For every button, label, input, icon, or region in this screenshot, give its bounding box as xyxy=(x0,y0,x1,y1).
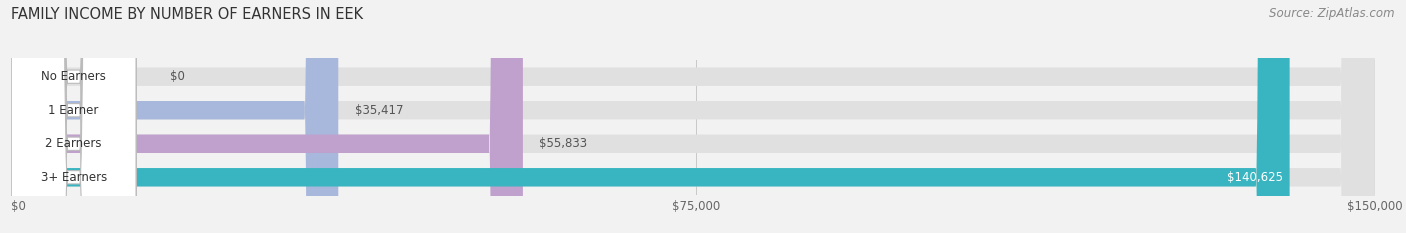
FancyBboxPatch shape xyxy=(11,0,136,233)
Text: Source: ZipAtlas.com: Source: ZipAtlas.com xyxy=(1270,7,1395,20)
Text: 1 Earner: 1 Earner xyxy=(48,104,98,117)
FancyBboxPatch shape xyxy=(18,0,339,233)
Text: 3+ Earners: 3+ Earners xyxy=(41,171,107,184)
FancyBboxPatch shape xyxy=(18,0,523,233)
FancyBboxPatch shape xyxy=(18,0,1375,233)
Text: $35,417: $35,417 xyxy=(354,104,404,117)
Text: FAMILY INCOME BY NUMBER OF EARNERS IN EEK: FAMILY INCOME BY NUMBER OF EARNERS IN EE… xyxy=(11,7,363,22)
FancyBboxPatch shape xyxy=(11,0,136,233)
Text: $55,833: $55,833 xyxy=(538,137,588,150)
FancyBboxPatch shape xyxy=(11,0,136,233)
FancyBboxPatch shape xyxy=(18,0,1375,233)
FancyBboxPatch shape xyxy=(18,0,1289,233)
Text: 2 Earners: 2 Earners xyxy=(45,137,101,150)
Text: $140,625: $140,625 xyxy=(1227,171,1282,184)
FancyBboxPatch shape xyxy=(18,0,1375,233)
FancyBboxPatch shape xyxy=(18,0,30,233)
Text: No Earners: No Earners xyxy=(41,70,105,83)
FancyBboxPatch shape xyxy=(18,0,1375,233)
FancyBboxPatch shape xyxy=(11,0,136,233)
Text: $0: $0 xyxy=(170,70,184,83)
